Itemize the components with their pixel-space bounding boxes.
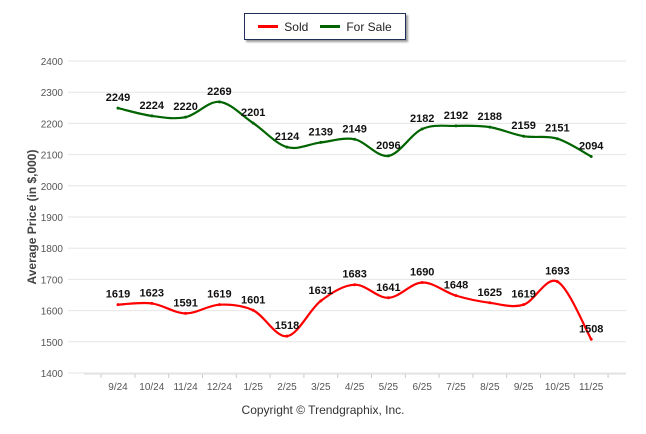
x-tick-label: 10/24 (139, 382, 164, 393)
data-point-for-sale (589, 154, 593, 158)
data-point-sold (353, 283, 357, 287)
data-point-sold (454, 294, 458, 298)
data-label-for-sale: 2220 (173, 101, 197, 113)
x-tick-label: 6/25 (412, 382, 432, 393)
x-tick-label: 4/25 (345, 382, 365, 393)
data-label-for-sale: 2139 (309, 126, 333, 138)
data-label-sold: 1508 (579, 323, 603, 335)
x-tick-label: 5/25 (379, 382, 399, 393)
data-label-for-sale: 2188 (478, 111, 502, 123)
data-label-sold: 1619 (207, 289, 231, 301)
legend-label-sold: Sold (284, 19, 309, 34)
data-label-sold: 1619 (106, 289, 130, 301)
y-tick-label: 1600 (41, 307, 64, 318)
data-label-sold: 1601 (241, 294, 265, 306)
data-label-sold: 1641 (376, 282, 400, 294)
data-label-for-sale: 2201 (241, 107, 265, 119)
data-point-for-sale (251, 121, 255, 125)
y-axis-title: Average Price (in $,000) (25, 150, 39, 285)
legend-swatch-for-sale (320, 25, 341, 28)
data-label-for-sale: 2269 (207, 86, 231, 98)
data-point-sold (217, 303, 221, 307)
data-label-for-sale: 2249 (106, 92, 130, 104)
legend-item-sold[interactable]: Sold (258, 20, 308, 34)
x-tick-label: 7/25 (446, 382, 466, 393)
data-label-sold: 1690 (410, 267, 434, 279)
data-label-for-sale: 2096 (376, 140, 400, 152)
data-point-sold (116, 303, 120, 307)
data-label-sold: 1518 (275, 320, 299, 332)
legend-item-for-sale[interactable]: For Sale (320, 19, 392, 34)
data-label-for-sale: 2159 (511, 120, 535, 132)
y-tick-label: 1400 (41, 369, 64, 380)
data-label-for-sale: 2224 (140, 100, 165, 112)
data-label-sold: 1693 (545, 266, 569, 278)
y-tick-label: 2100 (41, 151, 64, 162)
data-label-for-sale: 2124 (275, 131, 300, 143)
y-tick-label: 1700 (41, 275, 64, 286)
data-label-for-sale: 2182 (410, 113, 434, 125)
data-label-for-sale: 2151 (545, 123, 569, 135)
data-point-for-sale (454, 124, 458, 128)
data-label-for-sale: 2094 (579, 140, 604, 152)
y-tick-label: 2200 (41, 119, 64, 130)
data-point-sold (319, 299, 323, 303)
x-tick-label: 1/25 (243, 382, 263, 393)
data-label-sold: 1648 (444, 280, 468, 292)
x-tick-label: 11/25 (579, 382, 604, 393)
data-point-sold (285, 334, 289, 338)
data-point-for-sale (116, 106, 120, 110)
data-point-sold (251, 308, 255, 312)
data-label-for-sale: 2192 (444, 110, 468, 122)
data-point-for-sale (285, 145, 289, 149)
x-tick-label: 9/24 (108, 382, 128, 393)
data-point-sold (184, 311, 188, 315)
data-point-for-sale (353, 137, 357, 141)
y-tick-label: 1800 (41, 244, 64, 255)
data-point-for-sale (555, 137, 559, 141)
data-point-for-sale (488, 125, 492, 129)
x-tick-label: 2/25 (277, 382, 297, 393)
data-point-for-sale (420, 127, 424, 131)
data-label-for-sale: 2149 (342, 123, 366, 135)
copyright-text: Copyright © Trendgraphix, Inc. (241, 403, 405, 417)
x-tick-label: 12/24 (207, 382, 232, 393)
y-tick-label: 2300 (41, 88, 64, 99)
data-point-sold (555, 280, 559, 284)
y-tick-label: 2000 (41, 182, 64, 193)
x-tick-label: 3/25 (311, 382, 331, 393)
data-point-sold (386, 296, 390, 300)
data-point-for-sale (522, 134, 526, 138)
data-label-sold: 1625 (478, 287, 502, 299)
data-point-sold (488, 301, 492, 305)
data-point-for-sale (386, 154, 390, 158)
data-point-for-sale (150, 114, 154, 118)
legend: Sold For Sale (244, 13, 406, 40)
data-point-for-sale (319, 140, 323, 144)
data-point-sold (589, 337, 593, 341)
data-point-sold (522, 303, 526, 307)
data-point-sold (150, 301, 154, 305)
data-label-sold: 1619 (511, 289, 535, 301)
x-tick-label: 9/25 (514, 382, 534, 393)
data-label-sold: 1683 (342, 269, 366, 281)
y-tick-label: 1500 (41, 338, 64, 349)
data-point-sold (420, 281, 424, 285)
data-label-sold: 1623 (140, 287, 164, 299)
x-tick-label: 10/25 (545, 382, 570, 393)
legend-swatch-sold (258, 25, 279, 28)
x-tick-label: 8/25 (480, 382, 500, 393)
data-label-sold: 1631 (309, 285, 333, 297)
data-point-for-sale (184, 115, 188, 119)
y-tick-label: 2400 (41, 57, 64, 68)
data-point-for-sale (217, 100, 221, 104)
legend-label-for-sale: For Sale (346, 19, 392, 34)
y-tick-label: 1900 (41, 213, 64, 224)
x-tick-label: 11/24 (173, 382, 198, 393)
data-label-sold: 1591 (173, 297, 197, 309)
